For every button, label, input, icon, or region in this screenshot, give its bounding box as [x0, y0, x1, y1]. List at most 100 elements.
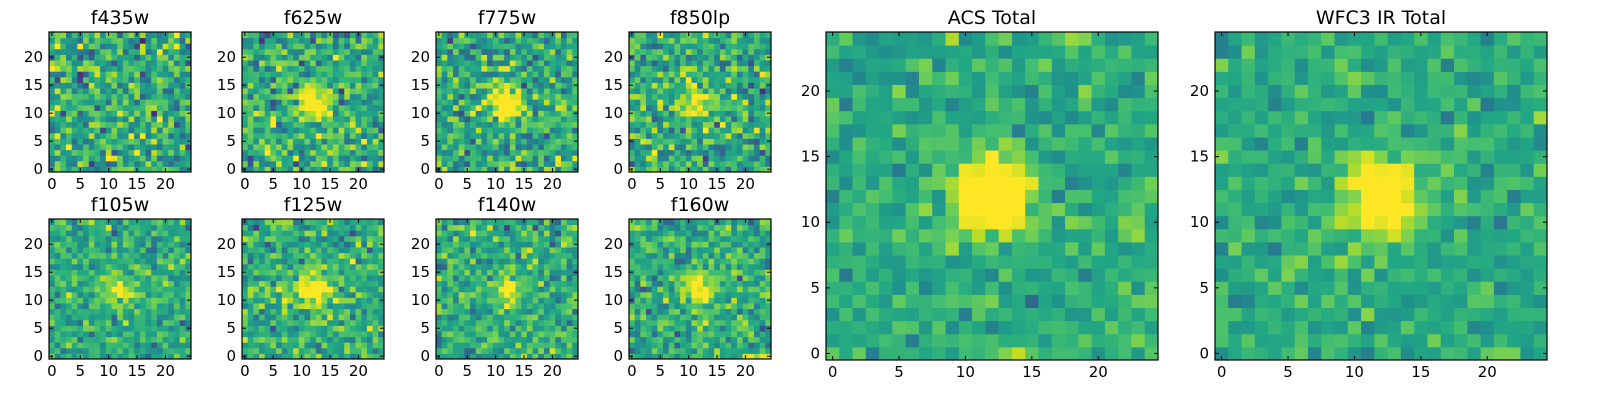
heatmap-cell — [105, 155, 112, 162]
heatmap-cell — [572, 93, 579, 100]
heatmap-cell — [145, 286, 152, 293]
heatmap-cell — [731, 60, 738, 67]
heatmap-cell — [276, 65, 283, 72]
heatmap-cell — [646, 71, 653, 78]
heatmap-cell — [504, 291, 511, 298]
heatmap-cell — [521, 127, 528, 134]
heatmap-cell — [270, 60, 277, 67]
heatmap-cell — [714, 336, 721, 343]
heatmap-cell — [156, 138, 164, 145]
heatmap-cell — [464, 37, 471, 44]
heatmap-cell — [253, 37, 260, 44]
heatmap-cell — [71, 121, 78, 128]
heatmap-cell — [168, 314, 175, 321]
heatmap-cell — [293, 252, 300, 259]
heatmap-cell — [293, 60, 300, 67]
heatmap-cell — [657, 132, 664, 139]
heatmap-cell — [725, 166, 732, 173]
heatmap-cell — [691, 155, 698, 162]
heatmap-cell — [702, 127, 710, 134]
heatmap-cell — [543, 291, 551, 298]
heatmap-cell — [731, 43, 738, 50]
heatmap-cell — [105, 263, 112, 270]
heatmap-cell — [117, 160, 124, 167]
heatmap-cell — [122, 71, 130, 78]
heatmap-cell — [674, 54, 681, 61]
heatmap-cell — [355, 121, 362, 128]
heatmap-cell — [663, 353, 670, 360]
heatmap-cell — [566, 336, 573, 343]
heatmap-cell — [145, 76, 152, 83]
heatmap-cell — [453, 291, 460, 298]
heatmap-cell — [60, 308, 67, 315]
heatmap-cell — [247, 37, 254, 44]
heatmap-cell — [702, 319, 710, 326]
heatmap-cell — [281, 325, 288, 332]
heatmap-cell — [697, 54, 704, 61]
heatmap-cell — [566, 155, 573, 162]
heatmap-cell — [179, 353, 186, 360]
heatmap-cell — [338, 331, 345, 338]
heatmap-cell — [748, 32, 755, 39]
heatmap-cell — [71, 263, 78, 270]
heatmap-cell — [264, 116, 271, 123]
heatmap-cell — [566, 314, 573, 321]
heatmap-cell — [253, 331, 260, 338]
heatmap-cell — [145, 331, 152, 338]
heatmap-cell — [49, 121, 56, 128]
heatmap-cell — [651, 353, 658, 360]
heatmap-cell — [100, 144, 107, 151]
heatmap-cell — [475, 37, 482, 44]
heatmap-cell — [447, 297, 454, 304]
heatmap-cell — [253, 54, 260, 61]
heatmap-cell — [88, 138, 95, 145]
heatmap-cell — [543, 280, 551, 287]
heatmap-cell — [748, 166, 755, 173]
heatmap-cell — [378, 76, 385, 83]
heatmap-cell — [731, 291, 738, 298]
heatmap-cell — [719, 60, 727, 67]
heatmap-cell — [247, 291, 254, 298]
heatmap-cell — [464, 76, 471, 83]
heatmap-cell — [242, 331, 249, 338]
heatmap-cell — [270, 132, 277, 139]
heatmap-cell — [753, 54, 761, 61]
heatmap-cell — [94, 353, 101, 360]
heatmap-cell — [355, 235, 362, 242]
heatmap-cell — [532, 43, 539, 50]
heatmap-cell — [270, 121, 277, 128]
heatmap-cell — [572, 160, 579, 167]
heatmap-cell — [504, 297, 511, 304]
heatmap-cell — [315, 48, 323, 55]
heatmap-cell — [349, 280, 357, 287]
heatmap-cell — [498, 263, 505, 270]
heatmap-cell — [281, 37, 288, 44]
heatmap-cell — [139, 319, 147, 326]
heatmap-cell — [173, 121, 181, 128]
heatmap-cell — [458, 347, 465, 354]
heatmap-cell — [702, 336, 710, 343]
heatmap-cell — [128, 138, 135, 145]
heatmap-cell — [521, 144, 528, 151]
heatmap-cell — [487, 99, 494, 106]
heatmap-cell — [94, 155, 101, 162]
heatmap-cell — [185, 235, 192, 242]
heatmap-cell — [361, 32, 368, 39]
heatmap-cell — [674, 104, 681, 111]
heatmap-cell — [436, 286, 443, 293]
heatmap-cell — [100, 269, 107, 276]
heatmap-cell — [264, 347, 271, 354]
y-tick-label: 15 — [217, 263, 236, 281]
heatmap-cell — [321, 319, 328, 326]
heatmap-cell — [281, 65, 288, 72]
heatmap-cell — [736, 65, 744, 72]
heatmap-cell — [714, 60, 721, 67]
heatmap-cell — [293, 269, 300, 276]
heatmap-cell — [742, 43, 749, 50]
heatmap-cell — [515, 347, 522, 354]
heatmap-cell — [736, 116, 744, 123]
heatmap-cell — [247, 331, 254, 338]
heatmap-cell — [475, 280, 482, 287]
heatmap-cell — [338, 127, 345, 134]
heatmap-cell — [276, 144, 283, 151]
